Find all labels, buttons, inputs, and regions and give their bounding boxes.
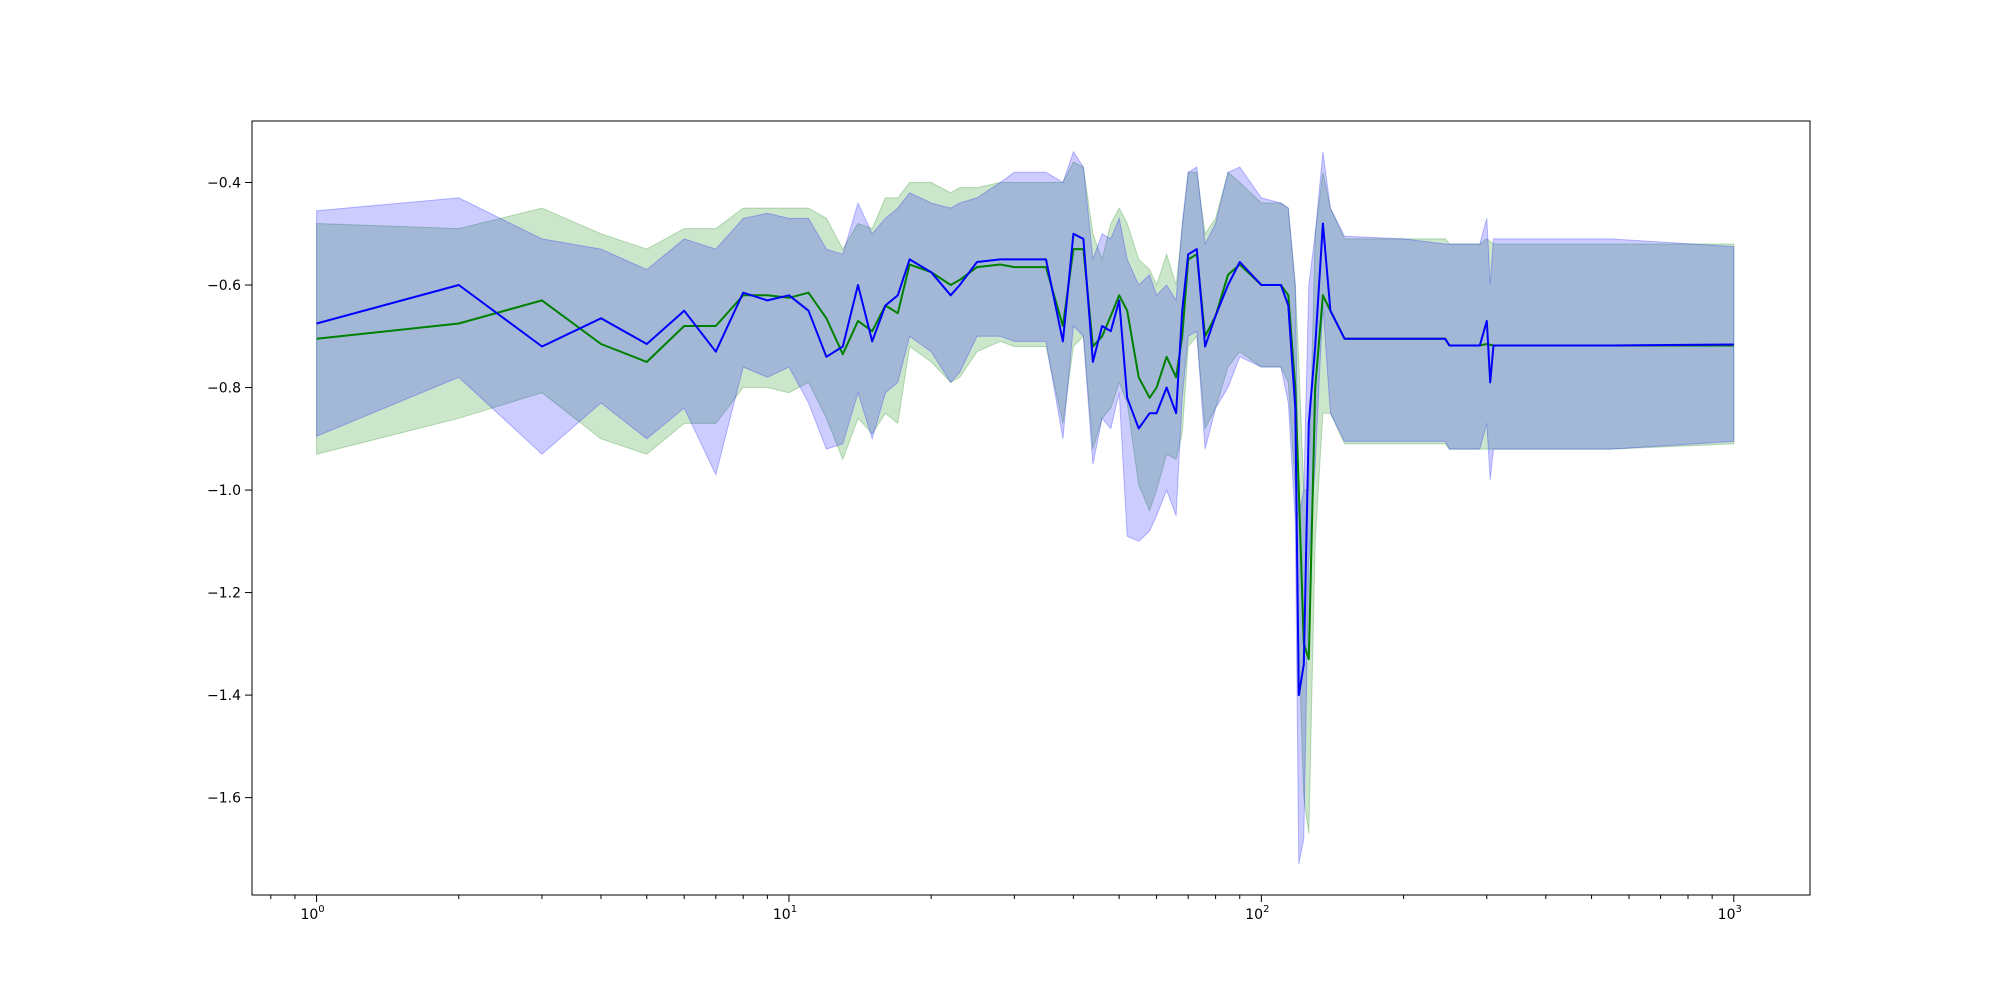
- y-tick-label: −1.2: [207, 586, 241, 602]
- x-tick-label: 103: [1718, 904, 1742, 923]
- axes-frame: [251, 120, 1811, 896]
- y-axis: −0.4 −0.6 −0.8 −1.0 −1.2 −1.4 −1.6: [207, 176, 252, 807]
- plot-area: [316, 150, 1735, 865]
- series-lines: [316, 222, 1734, 697]
- confidence-bands: [316, 150, 1735, 865]
- series-1-band: [316, 161, 1735, 834]
- y-tick-label: −1.4: [207, 688, 241, 704]
- y-tick-label: −1.6: [207, 791, 241, 807]
- y-tick-label: −0.6: [207, 278, 241, 294]
- x-axis: 100 101 102 103: [270, 895, 1742, 923]
- x-tick-label: 100: [300, 904, 324, 923]
- series-2-line: [316, 222, 1734, 697]
- x-tick-label: 102: [1245, 904, 1269, 923]
- y-tick-label: −0.4: [207, 176, 241, 192]
- series-2-band: [316, 150, 1735, 865]
- series-1-line: [316, 248, 1734, 661]
- y-tick-label: −0.8: [207, 381, 241, 397]
- y-tick-label: −1.0: [207, 483, 241, 499]
- x-tick-label: 101: [773, 904, 797, 923]
